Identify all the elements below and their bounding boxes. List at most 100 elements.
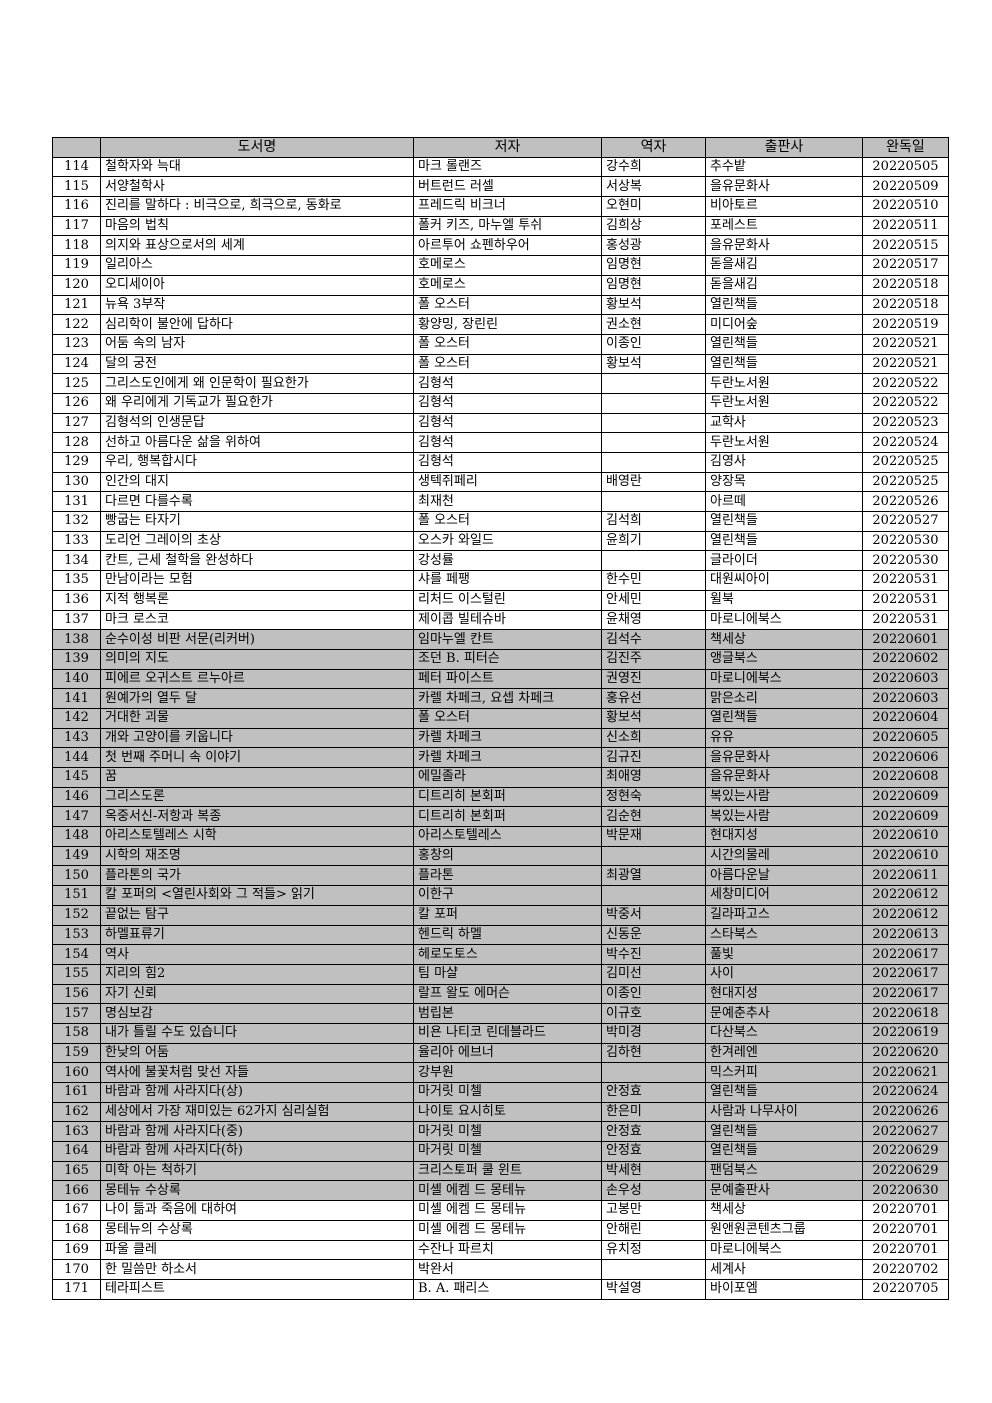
- reading-log-table: 도서명 저자 역자 출판사 완독일 114 철학자와 늑대 마크 롤랜즈 강수희 추수밭…: [52, 137, 949, 1300]
- table-row: 129 우리, 행복합시다 김형석 김영사 20220525: [52, 452, 949, 473]
- table-row: 122 심리학이 불안에 답하다 황양밍, 장린린 권소현 미디어숲 20220519: [52, 314, 949, 335]
- finish-date-cell: 20220603: [862, 668, 949, 690]
- publisher-cell: 아름다운날: [705, 865, 863, 887]
- translator-cell: 한은미: [601, 1101, 706, 1123]
- book-title-cell: 시학의 재조명: [100, 845, 414, 867]
- table-row: 138 순수이성 비판 서문(리커버) 임마누엘 칸트 김석수 책세상 20220601: [52, 629, 949, 650]
- translator-cell: 임명현: [601, 274, 706, 296]
- publisher-cell: 열린책들: [705, 511, 863, 532]
- row-number-cell: 121: [52, 294, 101, 316]
- author-cell: 미셸 에켐 드 몽테뉴: [413, 1200, 602, 1221]
- table-row: 163 바람과 함께 사라지다(중) 마거릿 미첼 안정효 열린책들 20220627: [52, 1121, 949, 1143]
- book-title-cell: 하멜표류기: [100, 924, 414, 946]
- row-number-cell: 149: [52, 845, 101, 867]
- finish-date-cell: 20220612: [862, 904, 949, 926]
- row-number-cell: 116: [52, 196, 101, 217]
- finish-date-cell: 20220619: [862, 1022, 949, 1044]
- finish-date-cell: 20220605: [862, 727, 949, 749]
- translator-cell: 박수진: [601, 944, 706, 965]
- table-row: 168 몽테뉴의 수상록 미셸 에켐 드 몽테뉴 안해린 원앤원콘텐츠그룹 2022070…: [52, 1219, 949, 1241]
- publisher-cell: 사람과 나무사이: [705, 1101, 863, 1123]
- row-number-cell: 133: [52, 530, 101, 552]
- finish-date-cell: 20220515: [862, 235, 949, 257]
- table-row: 157 명심보감 범립본 이규호 문예춘추사 20220618: [52, 1003, 949, 1024]
- row-number-cell: 122: [52, 314, 101, 335]
- translator-cell: [601, 845, 706, 867]
- header-number: [52, 137, 101, 158]
- author-cell: 조던 B. 피터슨: [413, 648, 602, 670]
- author-cell: 폴 오스터: [413, 333, 602, 355]
- book-title-cell: 심리학이 불안에 답하다: [100, 314, 414, 335]
- table-row: 120 오디세이아 호메로스 임명현 돋을새김 20220518: [52, 274, 949, 296]
- finish-date-cell: 20220610: [862, 845, 949, 867]
- author-cell: 아르투어 쇼펜하우어: [413, 235, 602, 257]
- translator-cell: 정현숙: [601, 786, 706, 808]
- publisher-cell: 시간의물레: [705, 845, 863, 867]
- table-row: 124 달의 궁전 폴 오스터 황보석 열린책들 20220521: [52, 353, 949, 375]
- book-title-cell: 거대한 괴물: [100, 707, 414, 729]
- row-number-cell: 141: [52, 688, 101, 709]
- finish-date-cell: 20220522: [862, 373, 949, 394]
- book-title-cell: 몽테뉴의 수상록: [100, 1219, 414, 1241]
- finish-date-cell: 20220519: [862, 314, 949, 335]
- publisher-cell: 다산북스: [705, 1022, 863, 1044]
- table-row: 126 왜 우리에게 기독교가 필요한가 김형석 두란노서원 20220522: [52, 392, 949, 414]
- author-cell: 홍창의: [413, 845, 602, 867]
- author-cell: 폴 오스터: [413, 353, 602, 375]
- author-cell: 랄프 왈도 에머슨: [413, 983, 602, 1005]
- translator-cell: 김규진: [601, 747, 706, 768]
- publisher-cell: 포레스트: [705, 215, 863, 237]
- finish-date-cell: 20220613: [862, 924, 949, 946]
- table-row: 135 만남이라는 모험 샤를 페팽 한수민 대원씨아이 20220531: [52, 570, 949, 591]
- book-title-cell: 개와 고양이를 키웁니다: [100, 727, 414, 749]
- row-number-cell: 153: [52, 924, 101, 946]
- finish-date-cell: 20220701: [862, 1219, 949, 1241]
- row-number-cell: 137: [52, 609, 101, 631]
- table-row: 170 한 밀씀만 하소서 박완서 세계사 20220702: [52, 1259, 949, 1280]
- translator-cell: 안정효: [601, 1121, 706, 1143]
- row-number-cell: 118: [52, 235, 101, 257]
- table-row: 169 파울 클레 수잔나 파르치 유치정 마로니에북스 20220701: [52, 1239, 949, 1261]
- table-row: 153 하멜표류기 헨드릭 하멜 신동운 스타북스 20220613: [52, 924, 949, 946]
- book-title-cell: 세상에서 가장 재미있는 62가지 심리실험: [100, 1101, 414, 1123]
- finish-date-cell: 20220522: [862, 392, 949, 414]
- translator-cell: 최애영: [601, 767, 706, 788]
- author-cell: 카렐 차페크: [413, 747, 602, 768]
- table-row: 154 역사 헤로도토스 박수진 풀빛 20220617: [52, 944, 949, 965]
- table-row: 117 마음의 법칙 폴커 키즈, 마누엘 투쉬 김희상 포레스트 20220511: [52, 215, 949, 237]
- table-row: 152 끝없는 탐구 칼 포퍼 박중서 길라파고스 20220612: [52, 904, 949, 926]
- finish-date-cell: 20220618: [862, 1003, 949, 1024]
- publisher-cell: 돋을새김: [705, 274, 863, 296]
- publisher-cell: 현대지성: [705, 983, 863, 1005]
- finish-date-cell: 20220620: [862, 1042, 949, 1064]
- author-cell: 에밀졸라: [413, 767, 602, 788]
- finish-date-cell: 20220518: [862, 294, 949, 316]
- table-row: 167 나이 듦과 죽음에 대하여 미셸 에켐 드 몽테뉴 고봉만 책세상 2022070…: [52, 1200, 949, 1221]
- row-number-cell: 146: [52, 786, 101, 808]
- row-number-cell: 168: [52, 1219, 101, 1241]
- table-row: 123 어둠 속의 남자 폴 오스터 이종인 열린책들 20220521: [52, 333, 949, 355]
- table-row: 118 의지와 표상으로서의 세계 아르투어 쇼펜하우어 홍성광 을유문화사 202205…: [52, 235, 949, 257]
- row-number-cell: 134: [52, 550, 101, 572]
- translator-cell: [601, 452, 706, 473]
- translator-cell: 윤채영: [601, 609, 706, 631]
- publisher-cell: 책세상: [705, 1200, 863, 1221]
- book-title-cell: 그리스도론: [100, 786, 414, 808]
- finish-date-cell: 20220621: [862, 1062, 949, 1083]
- book-title-cell: 역사: [100, 944, 414, 965]
- finish-date-cell: 20220530: [862, 550, 949, 572]
- table-row: 140 피에르 오귀스트 르누아르 페터 파이스트 권영진 마로니에북스 20220603: [52, 668, 949, 690]
- book-title-cell: 인간의 대지: [100, 471, 414, 493]
- author-cell: 플라톤: [413, 865, 602, 887]
- author-cell: 디트리히 본회퍼: [413, 786, 602, 808]
- row-number-cell: 117: [52, 215, 101, 237]
- publisher-cell: 사이: [705, 963, 863, 985]
- table-row: 143 개와 고양이를 키웁니다 카렐 차페크 신소희 유유 20220605: [52, 727, 949, 749]
- table-row: 141 원예가의 열두 달 카렐 차페크, 요셉 차페크 홍유선 맑은소리 2022060…: [52, 688, 949, 709]
- row-number-cell: 130: [52, 471, 101, 493]
- author-cell: 최재천: [413, 491, 602, 513]
- translator-cell: 서상복: [601, 176, 706, 198]
- finish-date-cell: 20220526: [862, 491, 949, 513]
- translator-cell: 안해린: [601, 1219, 706, 1241]
- book-title-cell: 피에르 오귀스트 르누아르: [100, 668, 414, 690]
